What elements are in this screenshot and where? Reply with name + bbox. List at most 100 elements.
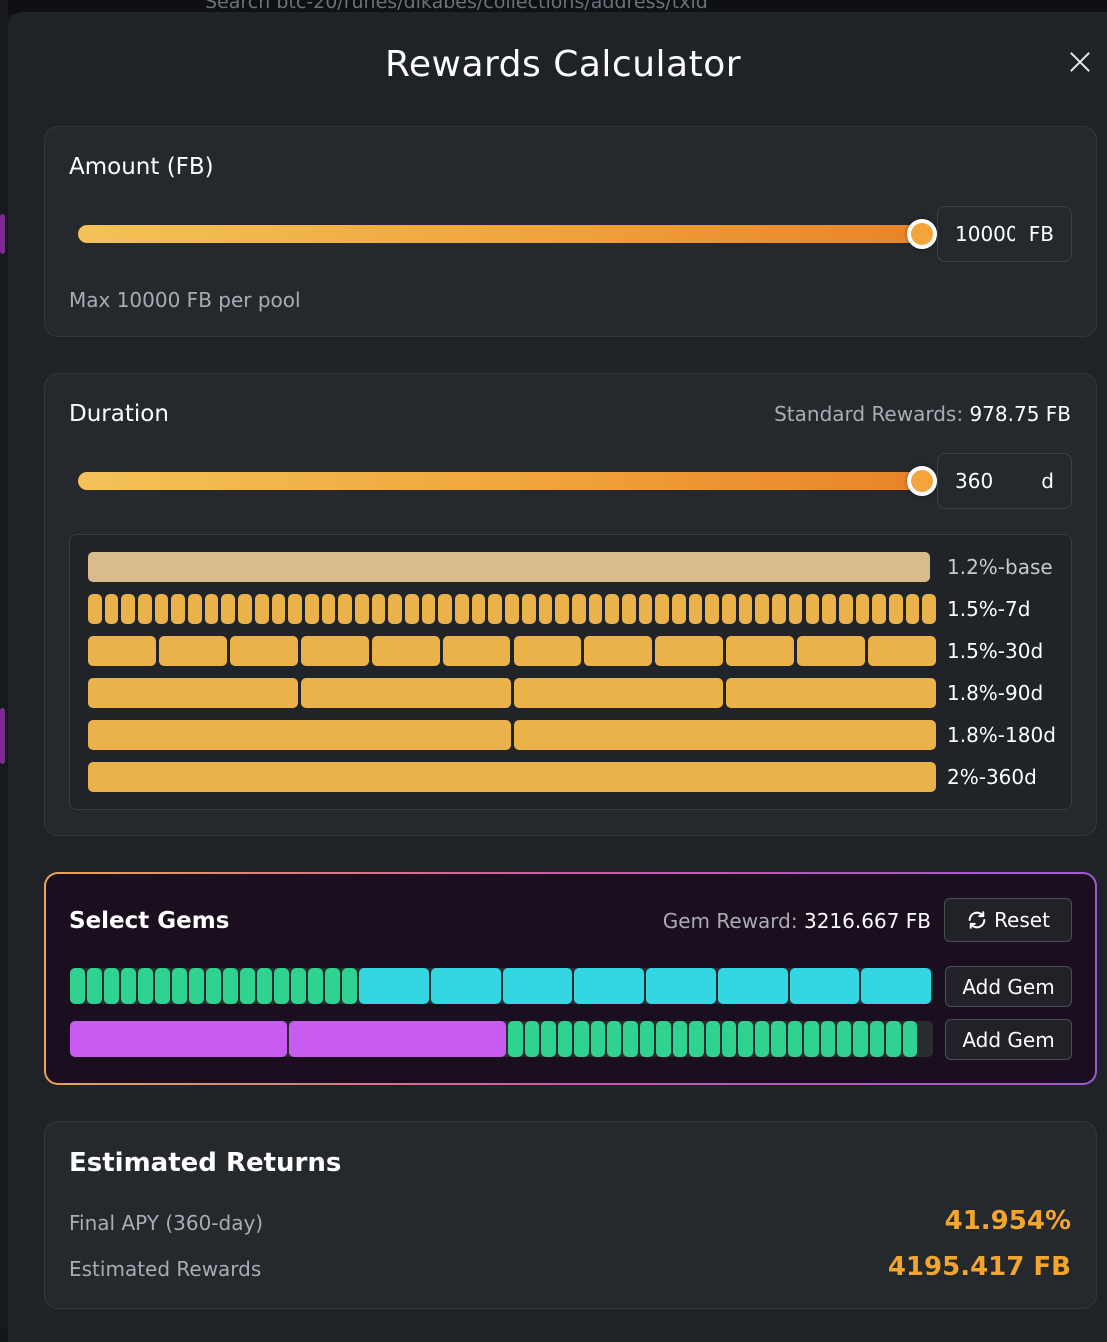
amount-max-note: Max 10000 FB per pool xyxy=(69,288,301,312)
tier-segment xyxy=(304,594,319,624)
tier-segment xyxy=(371,636,440,666)
reset-button[interactable]: Reset xyxy=(944,898,1072,942)
tier-segment xyxy=(822,594,836,624)
tier-segment xyxy=(505,594,519,624)
add-gem-button[interactable]: Add Gem xyxy=(945,966,1072,1007)
tier-segment xyxy=(638,594,653,624)
tier-segment xyxy=(321,594,336,624)
tier-segment xyxy=(672,594,686,624)
tier-segment xyxy=(726,636,795,666)
gem-row xyxy=(70,1021,933,1057)
add-gem-button[interactable]: Add Gem xyxy=(945,1019,1072,1060)
estimated-rewards-label: Estimated Rewards xyxy=(69,1257,262,1281)
background-sidebar xyxy=(0,0,8,1328)
tier-segment xyxy=(755,594,770,624)
duration-input[interactable] xyxy=(955,469,1015,493)
gem-segment xyxy=(590,1021,605,1057)
gem-segment xyxy=(189,968,205,1004)
estimated-returns-card xyxy=(44,1121,1097,1309)
tier-segment xyxy=(88,552,930,582)
tier-segment xyxy=(688,594,703,624)
gem-segment xyxy=(606,1021,622,1057)
tier-segment xyxy=(238,594,252,624)
tier-segment xyxy=(905,594,920,624)
gem-segment xyxy=(787,1021,803,1057)
tier-segment xyxy=(722,594,736,624)
tier-label: 1.5%-30d xyxy=(947,639,1044,663)
gem-segment xyxy=(524,1021,540,1057)
gem-segment xyxy=(325,968,341,1004)
gem-segment xyxy=(172,968,188,1004)
tier-segment xyxy=(513,636,582,666)
tier-segment xyxy=(471,594,486,624)
tier-segment xyxy=(922,594,936,624)
tier-segment xyxy=(868,636,936,666)
tier-label: 2%-360d xyxy=(947,765,1037,789)
tier-segment xyxy=(438,594,453,624)
gem-segment xyxy=(342,968,358,1004)
gem-segment xyxy=(771,1021,786,1057)
gem-row xyxy=(70,968,933,1004)
amount-slider[interactable] xyxy=(78,225,922,243)
apy-label: Final APY (360-day) xyxy=(69,1211,264,1235)
gem-segment xyxy=(705,1021,720,1057)
modal-title: Rewards Calculator xyxy=(384,44,742,85)
gem-reward-label: Gem Reward: xyxy=(662,909,798,933)
gem-segment xyxy=(121,968,137,1004)
gem-segment xyxy=(557,1021,573,1057)
tier-row xyxy=(88,636,936,666)
gem-reward: Gem Reward: 3216.667 FB xyxy=(663,909,931,933)
tier-segment xyxy=(772,594,786,624)
duration-title: Duration xyxy=(69,401,169,427)
tier-label: 1.8%-90d xyxy=(947,681,1044,705)
amount-slider-thumb[interactable] xyxy=(907,219,937,249)
standard-rewards-value: 978.75 FB xyxy=(969,402,1071,426)
tier-segment xyxy=(288,594,302,624)
tier-row xyxy=(88,720,936,750)
duration-slider-thumb[interactable] xyxy=(907,466,937,496)
refresh-icon xyxy=(968,911,986,929)
tier-segment xyxy=(221,594,236,624)
gem-segment xyxy=(804,1021,819,1057)
gem-segment xyxy=(717,968,788,1004)
tier-segment xyxy=(254,594,269,624)
amount-unit: FB xyxy=(1028,222,1054,246)
gem-segment xyxy=(820,1021,836,1057)
tier-segment xyxy=(584,636,653,666)
tier-segment xyxy=(104,594,119,624)
tier-segment xyxy=(521,594,536,624)
gem-segment xyxy=(138,968,154,1004)
tier-segment xyxy=(588,594,603,624)
estimated-rewards-value: 4195.417 FB xyxy=(887,1252,1071,1282)
tier-segment xyxy=(455,594,469,624)
amount-input[interactable] xyxy=(955,222,1015,246)
amount-field[interactable]: FB xyxy=(937,206,1072,262)
tier-segment xyxy=(726,678,936,708)
background-url-text: Search btc-20/runes/dikabes/collections/… xyxy=(205,0,708,13)
gem-reward-value: 3216.667 FB xyxy=(803,909,931,933)
duration-field[interactable]: d xyxy=(937,453,1072,509)
tier-label: 1.2%-base xyxy=(947,555,1053,579)
reset-label: Reset xyxy=(994,908,1050,932)
tier-segment xyxy=(88,762,936,792)
tier-segment xyxy=(171,594,186,624)
close-icon[interactable] xyxy=(1066,48,1094,76)
duration-slider[interactable] xyxy=(78,472,922,490)
tier-segment xyxy=(605,594,619,624)
tier-segment xyxy=(838,594,853,624)
gem-segment xyxy=(886,1021,901,1057)
gem-segment xyxy=(70,1021,288,1057)
gem-segment xyxy=(789,968,860,1004)
background-sidebar-marker xyxy=(0,214,5,254)
standard-rewards: Standard Rewards: 978.75 FB xyxy=(774,402,1071,426)
gem-segment xyxy=(837,1021,852,1057)
tier-segment xyxy=(300,678,511,708)
tier-segment xyxy=(371,594,386,624)
gem-segment xyxy=(861,968,931,1004)
tier-segment xyxy=(538,594,553,624)
tier-segment xyxy=(805,594,820,624)
gem-segment xyxy=(722,1021,737,1057)
tier-segment xyxy=(388,594,403,624)
tier-segment xyxy=(229,636,298,666)
gem-segment xyxy=(541,1021,556,1057)
